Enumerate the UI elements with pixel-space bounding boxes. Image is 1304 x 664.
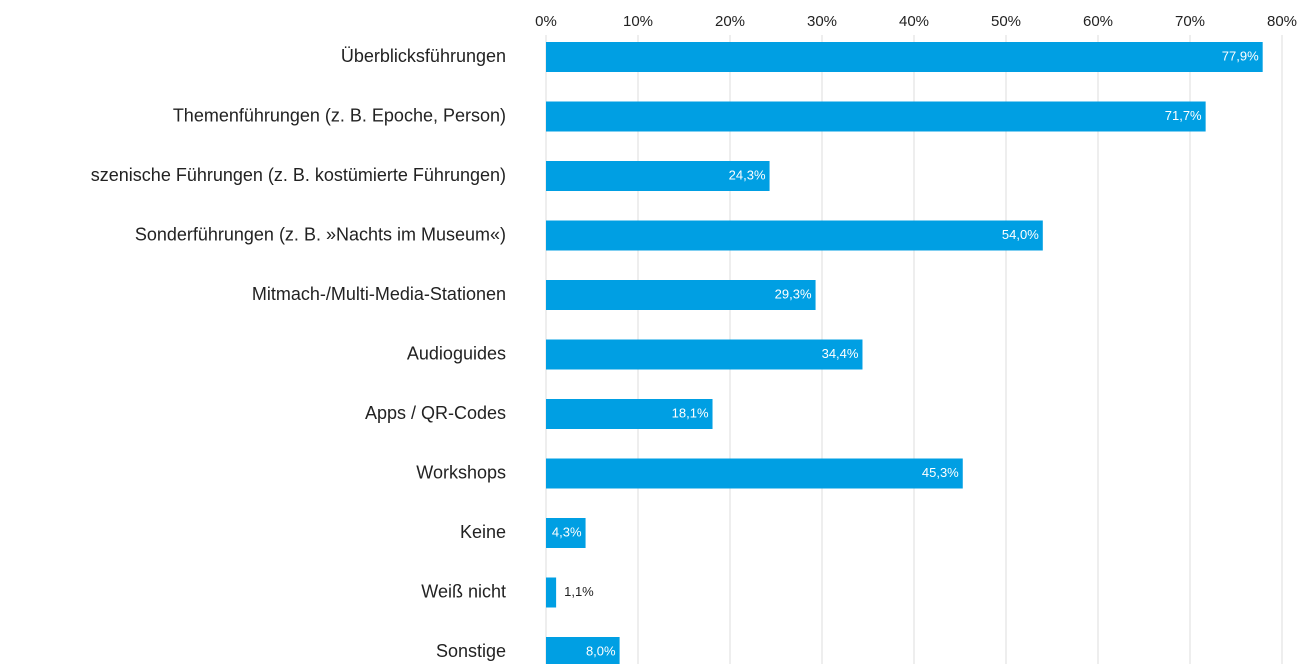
category-label: Apps / QR-Codes	[365, 403, 506, 423]
bar	[546, 577, 557, 608]
bar	[546, 220, 1043, 251]
value-label: 34,4%	[822, 346, 859, 361]
category-label: Themenführungen (z. B. Epoche, Person)	[173, 105, 506, 125]
category-label: Audioguides	[407, 343, 506, 363]
value-label: 1,1%	[564, 584, 594, 599]
bar	[546, 280, 816, 310]
x-tick-label: 60%	[1083, 13, 1113, 30]
bar	[546, 101, 1206, 132]
category-label: Workshops	[416, 462, 506, 482]
bar	[546, 161, 770, 191]
bar	[546, 458, 963, 489]
value-label: 18,1%	[672, 405, 709, 420]
value-label: 4,3%	[552, 524, 582, 539]
category-label: Weiß nicht	[421, 581, 506, 601]
category-label: Keine	[460, 522, 506, 542]
category-label: szenische Führungen (z. B. kostümierte F…	[91, 165, 506, 185]
x-tick-label: 0%	[535, 13, 557, 30]
value-label: 77,9%	[1222, 48, 1259, 63]
x-tick-label: 40%	[899, 13, 929, 30]
value-label: 29,3%	[775, 286, 812, 301]
value-label: 54,0%	[1002, 227, 1039, 242]
category-label: Sonderführungen (z. B. »Nachts im Museum…	[135, 224, 506, 244]
x-tick-label: 10%	[623, 13, 653, 30]
bar	[546, 399, 713, 429]
x-tick-label: 30%	[807, 13, 837, 30]
bar	[546, 637, 620, 664]
value-label: 71,7%	[1165, 108, 1202, 123]
x-tick-label: 80%	[1267, 13, 1297, 30]
value-label: 45,3%	[922, 465, 959, 480]
x-tick-label: 50%	[991, 13, 1021, 30]
category-label: Sonstige	[436, 641, 506, 661]
x-tick-label: 20%	[715, 13, 745, 30]
value-label: 8,0%	[586, 643, 616, 658]
bar	[546, 518, 586, 548]
x-tick-label: 70%	[1175, 13, 1205, 30]
category-label: Mitmach-/Multi-Media-Stationen	[252, 284, 506, 304]
bar	[546, 339, 863, 370]
value-label: 24,3%	[729, 167, 766, 182]
bar	[546, 42, 1263, 72]
category-label: Überblicksführungen	[341, 46, 506, 66]
